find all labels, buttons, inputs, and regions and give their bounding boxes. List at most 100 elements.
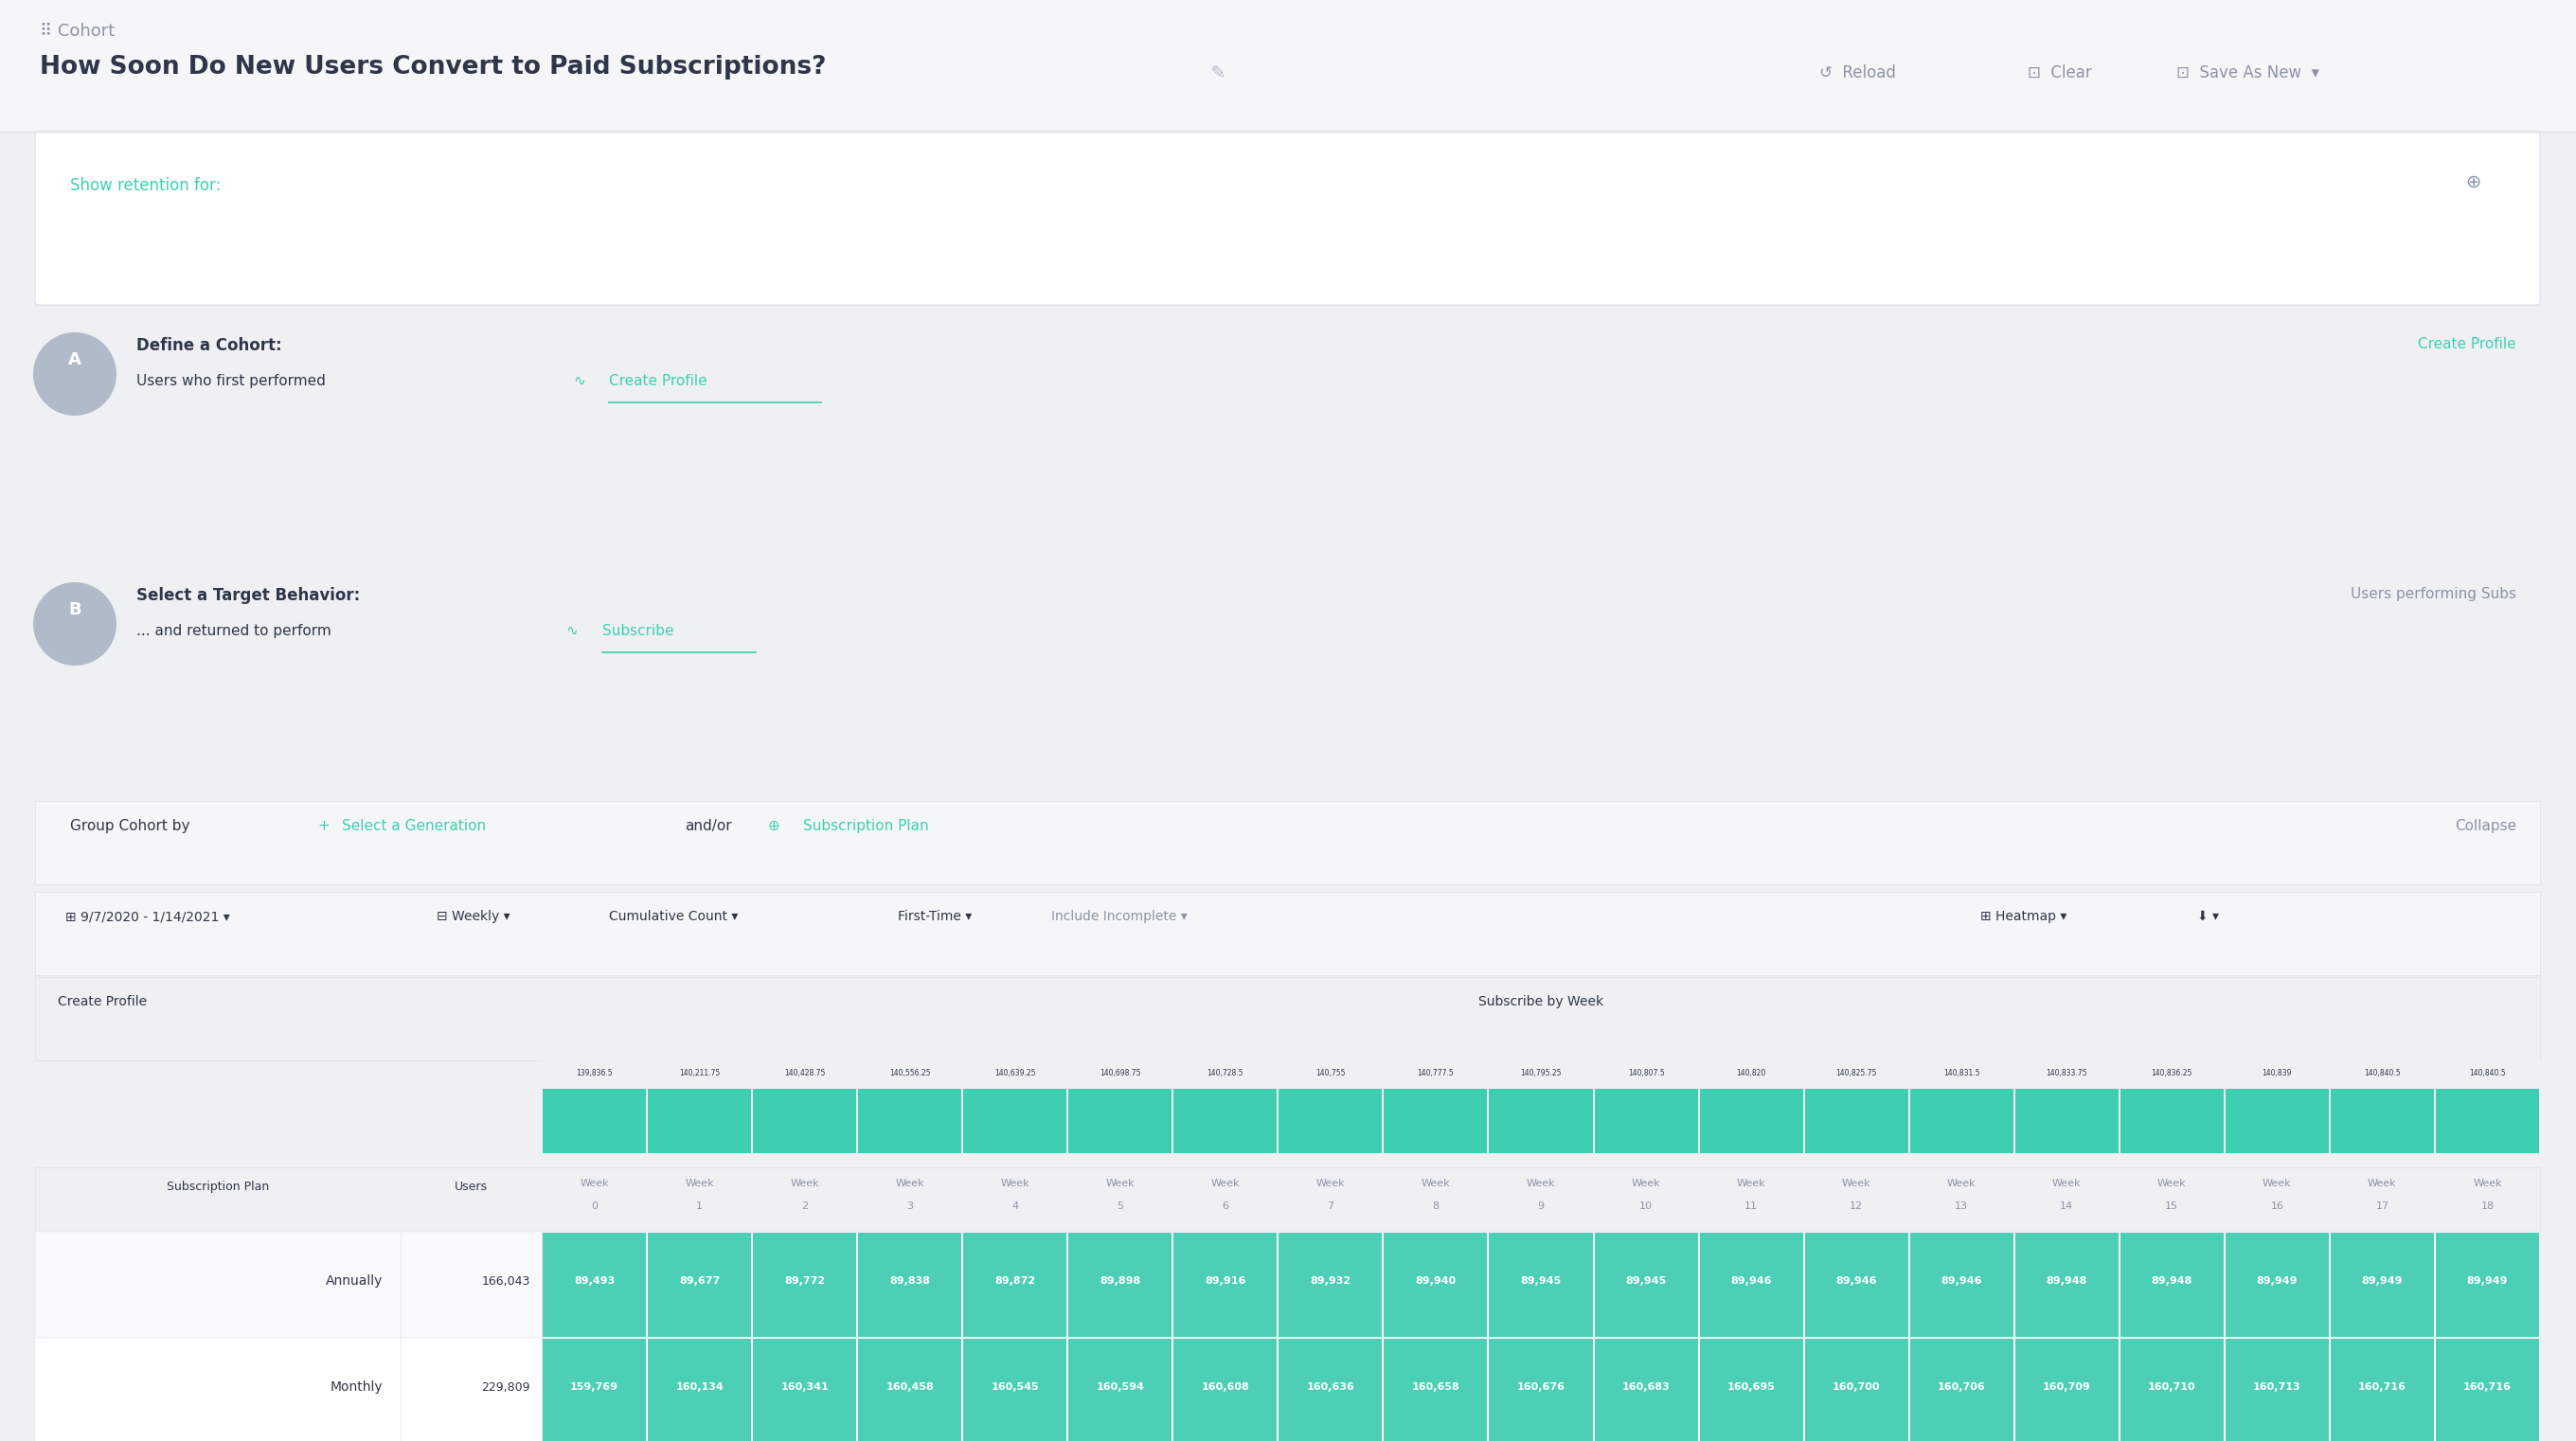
- Text: 9: 9: [1538, 1202, 1543, 1210]
- Bar: [1806, 1232, 1909, 1337]
- Bar: [858, 1089, 961, 1153]
- Text: 139,836.5: 139,836.5: [577, 1069, 613, 1078]
- Text: 10: 10: [1638, 1202, 1654, 1210]
- Bar: [1909, 1339, 2014, 1441]
- Text: 89,772: 89,772: [783, 1277, 824, 1285]
- Bar: [1806, 1339, 1909, 1441]
- Text: Users: Users: [453, 1180, 487, 1193]
- Bar: [963, 1089, 1066, 1153]
- Bar: [2120, 1089, 2223, 1153]
- Text: 5: 5: [1118, 1202, 1123, 1210]
- Text: 160,341: 160,341: [781, 1382, 829, 1392]
- Text: 140,825.75: 140,825.75: [1837, 1069, 1878, 1078]
- Text: Create Profile: Create Profile: [608, 375, 706, 388]
- Bar: [36, 1337, 2540, 1441]
- Text: 2: 2: [801, 1202, 809, 1210]
- Text: 160,713: 160,713: [2254, 1382, 2300, 1392]
- Text: 89,945: 89,945: [1625, 1277, 1667, 1285]
- FancyBboxPatch shape: [36, 131, 2540, 305]
- Text: B: B: [70, 601, 82, 618]
- Text: Users performing Subs: Users performing Subs: [2349, 586, 2517, 601]
- Text: ∿: ∿: [567, 624, 582, 638]
- Text: Monthly: Monthly: [330, 1380, 384, 1393]
- Bar: [2331, 1089, 2434, 1153]
- Bar: [1909, 1232, 2014, 1337]
- Text: Subscribe: Subscribe: [603, 624, 675, 638]
- Text: 160,134: 160,134: [675, 1382, 724, 1392]
- Text: 17: 17: [2375, 1202, 2388, 1210]
- Bar: [541, 1061, 2540, 1166]
- Text: Week: Week: [685, 1179, 714, 1189]
- Text: Users who first performed: Users who first performed: [137, 375, 325, 388]
- Text: Subscription Plan: Subscription Plan: [167, 1180, 268, 1193]
- Bar: [2437, 1232, 2540, 1337]
- Bar: [2226, 1232, 2329, 1337]
- Text: 160,608: 160,608: [1200, 1382, 1249, 1392]
- Text: Week: Week: [1422, 1179, 1450, 1189]
- Text: Week: Week: [1736, 1179, 1765, 1189]
- Text: ⊟ Weekly ▾: ⊟ Weekly ▾: [435, 909, 510, 924]
- Text: 11: 11: [1744, 1202, 1757, 1210]
- Text: 89,946: 89,946: [1731, 1277, 1772, 1285]
- Text: How Soon Do New Users Convert to Paid Subscriptions?: How Soon Do New Users Convert to Paid Su…: [39, 55, 827, 79]
- Text: 160,683: 160,683: [1623, 1382, 1669, 1392]
- Bar: [36, 892, 2540, 976]
- Text: 140,833.75: 140,833.75: [2045, 1069, 2087, 1078]
- Bar: [36, 1167, 2540, 1232]
- Text: ⊕: ⊕: [768, 818, 786, 833]
- Bar: [1278, 1089, 1383, 1153]
- Text: 12: 12: [1850, 1202, 1862, 1210]
- Bar: [1383, 1339, 1486, 1441]
- Text: 0: 0: [590, 1202, 598, 1210]
- Bar: [858, 1339, 961, 1441]
- Bar: [963, 1339, 1066, 1441]
- Text: Week: Week: [1528, 1179, 1556, 1189]
- Text: 160,716: 160,716: [2463, 1382, 2512, 1392]
- Text: 160,545: 160,545: [992, 1382, 1038, 1392]
- Text: ⊡  Save As New  ▾: ⊡ Save As New ▾: [2177, 65, 2318, 82]
- Text: 3: 3: [907, 1202, 912, 1210]
- Bar: [647, 1339, 752, 1441]
- Text: Subscribe by Week: Subscribe by Week: [1479, 996, 1602, 1009]
- Text: 89,949: 89,949: [2468, 1277, 2509, 1285]
- Text: 1: 1: [696, 1202, 703, 1210]
- Text: 160,658: 160,658: [1412, 1382, 1461, 1392]
- Text: 140,698.75: 140,698.75: [1100, 1069, 1141, 1078]
- Text: Week: Week: [791, 1179, 819, 1189]
- Bar: [2437, 1339, 2540, 1441]
- Text: 89,940: 89,940: [1414, 1277, 1455, 1285]
- Text: 160,458: 160,458: [886, 1382, 935, 1392]
- Text: Week: Week: [1631, 1179, 1662, 1189]
- Text: 159,769: 159,769: [569, 1382, 618, 1392]
- Text: 140,428.75: 140,428.75: [783, 1069, 824, 1078]
- Text: 15: 15: [2166, 1202, 2179, 1210]
- Text: 140,795.25: 140,795.25: [1520, 1069, 1561, 1078]
- Circle shape: [33, 582, 116, 666]
- Text: ⠿ Cohort: ⠿ Cohort: [39, 23, 116, 40]
- Bar: [2014, 1232, 2117, 1337]
- Text: ⊞ Heatmap ▾: ⊞ Heatmap ▾: [1981, 909, 2066, 924]
- Text: Week: Week: [1105, 1179, 1133, 1189]
- Bar: [1700, 1232, 1803, 1337]
- Bar: [963, 1232, 1066, 1337]
- Bar: [752, 1339, 855, 1441]
- Text: Show retention for:: Show retention for:: [70, 177, 222, 195]
- Text: 89,838: 89,838: [889, 1277, 930, 1285]
- Text: ∿: ∿: [574, 375, 590, 388]
- Text: 140,211.75: 140,211.75: [680, 1069, 719, 1078]
- Bar: [1069, 1339, 1172, 1441]
- Text: 160,700: 160,700: [1832, 1382, 1880, 1392]
- Text: 18: 18: [2481, 1202, 2494, 1210]
- Text: 89,949: 89,949: [2362, 1277, 2403, 1285]
- Bar: [1383, 1232, 1486, 1337]
- Text: Create Profile: Create Profile: [2419, 337, 2517, 352]
- Text: Week: Week: [2159, 1179, 2187, 1189]
- Bar: [1700, 1089, 1803, 1153]
- Text: Week: Week: [1842, 1179, 1870, 1189]
- Text: 89,949: 89,949: [2257, 1277, 2298, 1285]
- Bar: [647, 1232, 752, 1337]
- Text: 89,916: 89,916: [1206, 1277, 1247, 1285]
- Text: Cumulative Count ▾: Cumulative Count ▾: [608, 909, 739, 924]
- Bar: [647, 1089, 752, 1153]
- Text: ⊞ 9/7/2020 - 1/14/2021 ▾: ⊞ 9/7/2020 - 1/14/2021 ▾: [64, 909, 229, 924]
